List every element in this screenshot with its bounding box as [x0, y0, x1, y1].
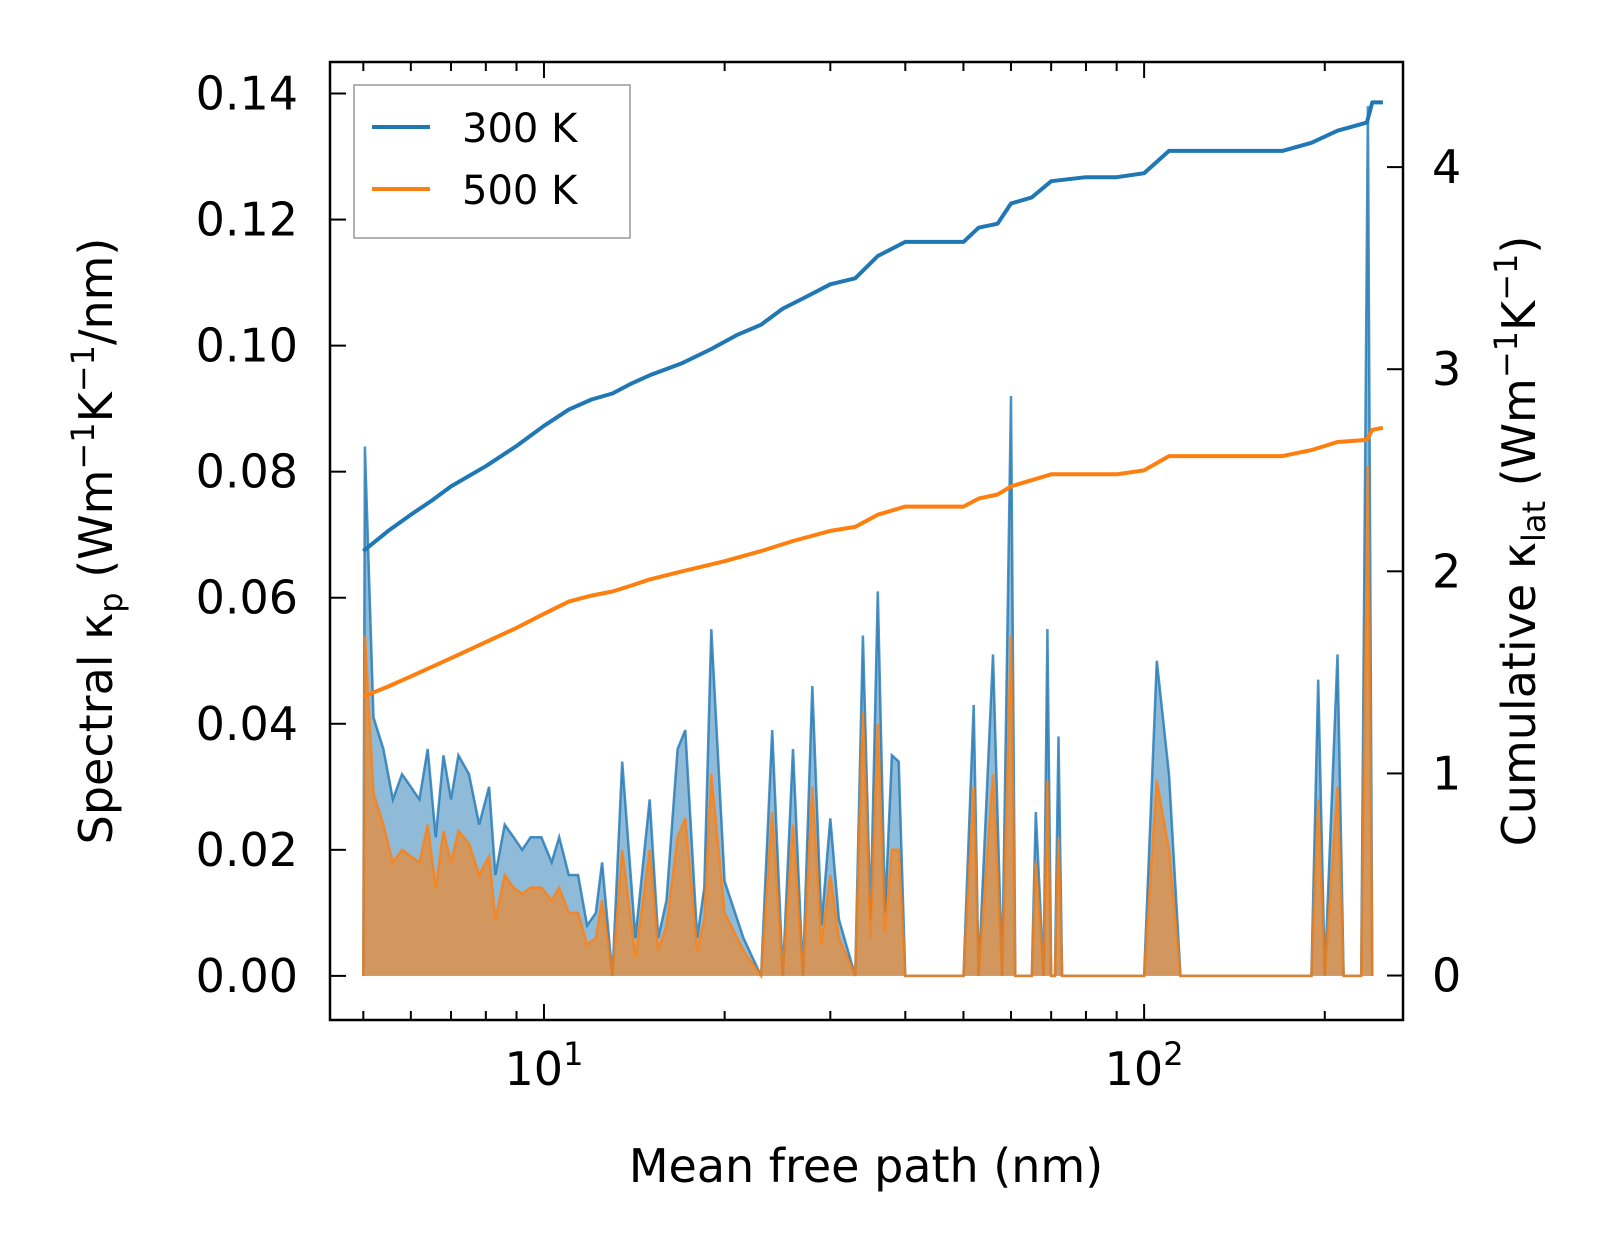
y-left-tick-label: 0.00 — [196, 949, 298, 1003]
y-left-tick-label: 0.12 — [196, 193, 298, 247]
tick-label-layer: 101 102 0.00 0.02 0.04 0.06 0.08 0.10 0.12 0.14 0 1… — [196, 67, 1462, 1096]
y-axis-left-title: Spectral κp (Wm−1K−1/nm) — [64, 238, 130, 845]
spectral-line-500k — [362, 465, 1374, 980]
y-right-tick-label: 4 — [1432, 140, 1461, 194]
y-right-tick-label: 2 — [1432, 544, 1461, 598]
plot-frame — [328, 60, 1405, 1022]
y-left-tick-label: 0.14 — [196, 67, 298, 121]
y-left-tick-label: 0.10 — [196, 319, 298, 373]
legend-label-500k: 500 K — [462, 168, 579, 214]
legend: 300 K 500 K — [353, 84, 631, 239]
cumulative-line-layer — [362, 100, 1384, 699]
legend-box — [353, 84, 631, 239]
spectral-line-layer — [362, 106, 1374, 980]
legend-label-300k: 300 K — [462, 106, 579, 152]
x-tick-label: 101 — [505, 1035, 584, 1096]
y-left-tick-label: 0.06 — [196, 571, 298, 625]
cumulative-line-300k — [362, 100, 1383, 553]
y-right-tick-label: 1 — [1432, 746, 1461, 800]
y-left-tick-label: 0.02 — [196, 823, 298, 877]
y-right-tick-label: 3 — [1432, 342, 1461, 396]
tick-layer — [330, 62, 1403, 1020]
x-tick-label: 102 — [1105, 1035, 1184, 1096]
y-left-tick-label: 0.04 — [196, 697, 298, 751]
cumulative-line-500k — [362, 425, 1384, 699]
y-right-tick-label: 0 — [1432, 949, 1461, 1003]
x-axis-title: Mean free path (nm) — [629, 1139, 1103, 1193]
y-left-tick-label: 0.08 — [196, 445, 298, 499]
